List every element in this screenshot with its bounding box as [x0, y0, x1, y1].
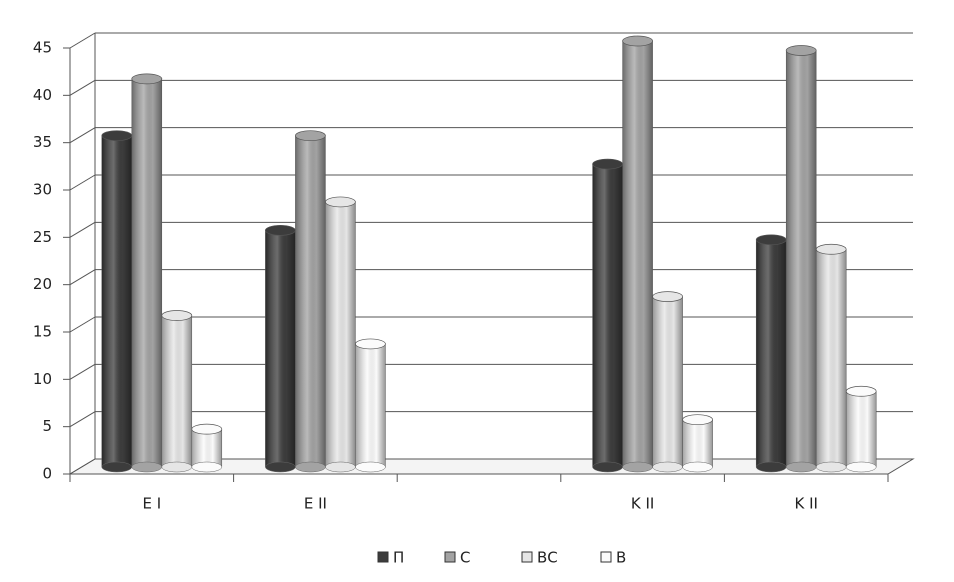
legend-marker: [600, 551, 612, 563]
bar-shade: [325, 201, 356, 467]
bar-top: [815, 243, 847, 255]
grid-line: [69, 363, 96, 380]
bar-base: [265, 461, 296, 473]
bar-base: [622, 461, 653, 473]
bar-top: [325, 196, 356, 208]
bar-top: [101, 130, 133, 142]
bar-top: [191, 423, 223, 435]
bar-shade: [161, 315, 192, 467]
y-tick-label: 25: [33, 228, 52, 246]
legend-marker: [444, 551, 456, 563]
bar-shade: [355, 343, 386, 467]
y-tick-label: 40: [33, 86, 52, 104]
grid-line: [69, 32, 96, 49]
bar-shade: [265, 230, 296, 467]
bar-shade: [592, 164, 623, 468]
bar-base: [295, 461, 326, 473]
bar-base: [755, 461, 787, 473]
y-tick-label: 0: [42, 465, 52, 483]
bar-base: [161, 461, 193, 473]
bar-top: [592, 158, 623, 170]
bar-shade: [846, 391, 877, 467]
bar-top: [652, 291, 683, 302]
bar-top: [161, 310, 193, 321]
bar-base: [131, 461, 163, 473]
x-tick-label: E I: [142, 495, 161, 513]
bar-base: [785, 461, 817, 473]
bar-top: [131, 73, 163, 85]
y-tick-label: 35: [33, 133, 52, 151]
bar-shade: [786, 50, 817, 467]
y-tick-label: 20: [33, 275, 52, 293]
bar-shade: [756, 239, 787, 467]
bar-shade: [191, 429, 222, 467]
x-tick-label: E II: [304, 495, 327, 513]
y-tick-label: 5: [42, 417, 52, 435]
bar-base: [191, 461, 223, 473]
bar-top: [785, 45, 817, 56]
bar-top: [355, 338, 386, 350]
bar-base: [652, 461, 683, 473]
x-tick-label: K II: [794, 495, 817, 513]
grid-line: [69, 127, 96, 144]
bar-base: [325, 461, 356, 473]
bar-base: [815, 461, 847, 473]
y-tick-label: 10: [33, 370, 52, 388]
legend-marker: [521, 551, 533, 563]
grid-line: [69, 221, 96, 238]
bar-base: [682, 461, 713, 473]
grid-line: [69, 79, 96, 96]
bar-shade: [131, 78, 162, 467]
y-tick-label: 15: [33, 323, 52, 341]
grid-line: [69, 316, 96, 333]
bar-shade: [682, 419, 713, 467]
bar-top: [755, 234, 787, 246]
bar-base: [845, 461, 877, 473]
bar-shade: [652, 296, 683, 467]
x-tick-label: K II: [631, 495, 654, 513]
legend-marker: [377, 551, 389, 563]
bar-base: [355, 461, 386, 473]
grid-line: [69, 269, 96, 286]
bar-top: [682, 414, 713, 426]
legend-label: П: [393, 549, 404, 567]
grid-line: [69, 458, 96, 475]
bar-top: [622, 35, 653, 47]
y-tick-label: 45: [33, 39, 52, 57]
bar-shade: [295, 135, 326, 467]
bar-top: [265, 224, 296, 236]
bar-top: [295, 130, 326, 142]
legend-label: В: [616, 549, 626, 567]
legend-label: ВС: [537, 549, 558, 567]
bar-shade: [101, 135, 132, 467]
bar-shade: [622, 41, 653, 467]
grid-line: [69, 411, 96, 428]
grid-line: [69, 174, 96, 191]
bar-base: [592, 461, 623, 473]
bar-shade: [816, 249, 847, 467]
bar-base: [101, 461, 133, 473]
y-tick-label: 30: [33, 181, 52, 199]
legend-label: С: [460, 549, 470, 567]
bar-top: [845, 385, 877, 397]
